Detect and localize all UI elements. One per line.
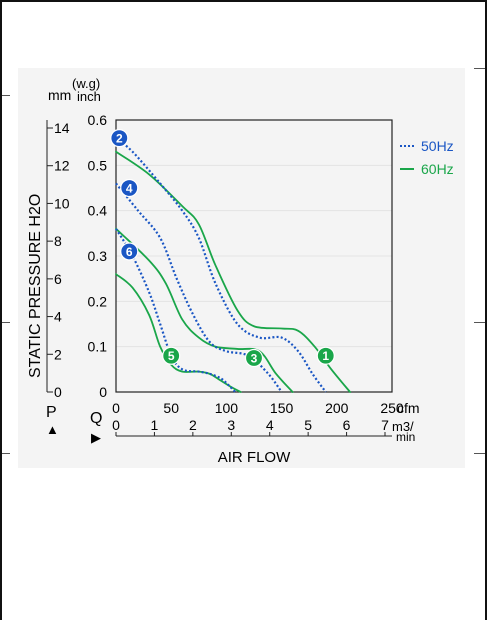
cfm-tick-label: 0 xyxy=(112,400,120,416)
curve-marker-label: 5 xyxy=(168,349,175,363)
cfm-tick-label: 100 xyxy=(215,400,239,416)
curve-marker-label: 4 xyxy=(126,182,133,196)
divider-bottom xyxy=(2,453,10,454)
inch-tick-label: 0.1 xyxy=(88,339,108,355)
mm-tick-label: 14 xyxy=(54,120,70,136)
m3min-tick-label: 1 xyxy=(151,417,159,433)
curve-5 xyxy=(115,273,242,393)
legend-label-60hz: 60Hz xyxy=(421,161,454,177)
curve-6 xyxy=(115,228,237,393)
m3min-tick-label: 3 xyxy=(227,417,235,433)
mm-tick-label: 12 xyxy=(54,158,70,174)
curve-2 xyxy=(115,137,327,393)
y-axis-title: STATIC PRESSURE H2O xyxy=(27,194,44,378)
q-arrow-icon: ▶ xyxy=(91,430,101,445)
mm-tick-label: 0 xyxy=(54,384,62,400)
curve-marker-label: 3 xyxy=(251,352,258,366)
chart-panel xyxy=(18,68,465,468)
cfm-tick-label: 150 xyxy=(270,400,294,416)
mm-tick-label: 6 xyxy=(54,271,62,287)
mm-unit-label: mm xyxy=(48,87,71,103)
m3min-tick-label: 2 xyxy=(189,417,197,433)
mm-tick-label: 10 xyxy=(54,195,70,211)
divider-right-mid xyxy=(474,322,485,323)
inch-tick-label: 0.6 xyxy=(88,112,108,128)
curve-marker-1 xyxy=(316,346,335,365)
curve-marker-5 xyxy=(162,346,181,365)
curve-3 xyxy=(115,227,294,393)
mm-tick-label: 8 xyxy=(54,233,62,249)
curve-marker-label: 1 xyxy=(322,349,329,363)
divider-right-top xyxy=(474,68,485,69)
legend: 50Hz 60Hz xyxy=(400,138,454,177)
divider-right-bottom xyxy=(474,453,485,454)
min-unit-label: min xyxy=(396,430,415,444)
x-axis-title: AIR FLOW xyxy=(218,449,291,466)
q-axis-letter: Q xyxy=(90,410,102,427)
inch-tick-label: 0.5 xyxy=(88,157,108,173)
wg-unit-label: (w.g) xyxy=(72,76,100,91)
m3min-tick-label: 7 xyxy=(381,417,389,433)
inch-tick-label: 0.3 xyxy=(88,248,108,264)
m3min-tick-label: 4 xyxy=(266,417,274,433)
divider-mid xyxy=(2,322,10,323)
m3min-tick-label: 5 xyxy=(304,417,312,433)
cfm-tick-label: 50 xyxy=(163,400,179,416)
curve-1 xyxy=(115,150,351,393)
plot-area-border xyxy=(115,119,393,393)
mm-tick-label: 4 xyxy=(54,309,62,325)
inch-tick-label: 0.2 xyxy=(88,293,108,309)
curve-marker-label: 2 xyxy=(116,132,123,146)
divider-top xyxy=(2,95,10,96)
cfm-tick-label: 200 xyxy=(325,400,349,416)
curve-marker-6 xyxy=(120,242,139,261)
curve-marker-label: 6 xyxy=(126,245,133,259)
cfm-tick-label: 250 xyxy=(380,400,404,416)
p-arrow-icon: ▲ xyxy=(46,422,59,437)
mm-tick-label: 2 xyxy=(54,346,62,362)
m3min-tick-label: 0 xyxy=(112,417,120,433)
inch-tick-label: 0.4 xyxy=(88,203,108,219)
inch-tick-label: 0 xyxy=(99,384,107,400)
m3min-tick-label: 6 xyxy=(343,417,351,433)
curve-marker-3 xyxy=(244,348,264,368)
m3-unit-label: m3/ xyxy=(392,419,414,434)
p-axis-letter: P xyxy=(46,404,57,421)
legend-label-50hz: 50Hz xyxy=(421,138,454,154)
curve-marker-2 xyxy=(110,129,129,148)
curve-marker-4 xyxy=(120,178,139,198)
inch-unit-label: inch xyxy=(77,89,101,104)
cfm-unit-label: cfm xyxy=(397,400,420,416)
grid xyxy=(116,164,392,348)
